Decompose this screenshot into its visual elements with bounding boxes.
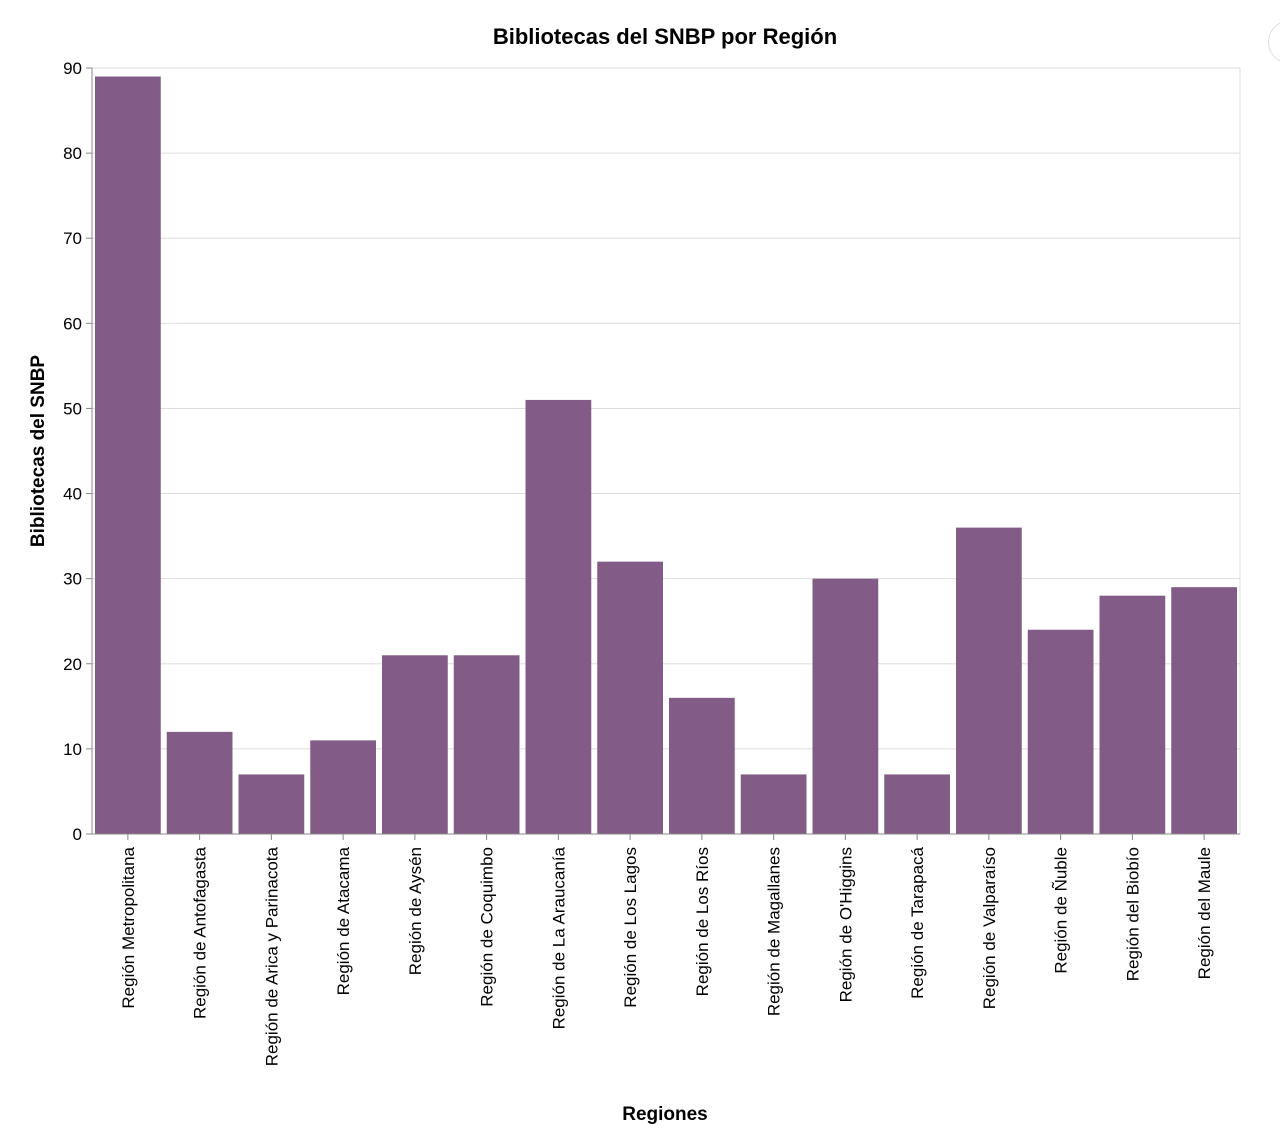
x-tick-label: Región de Valparaíso: [980, 847, 999, 1009]
y-tick-label: 0: [73, 825, 82, 844]
bar: [812, 578, 879, 834]
y-tick-label: 70: [63, 229, 82, 248]
y-tick-label: 20: [63, 655, 82, 674]
bar: [166, 731, 233, 834]
y-tick-label: 10: [63, 740, 82, 759]
bar: [1027, 629, 1094, 834]
chart-title: Bibliotecas del SNBP por Región: [493, 24, 837, 49]
x-tick-label: Región de O'Higgins: [836, 847, 855, 1002]
bar: [1171, 587, 1237, 834]
x-tick-label: Región de Aysén: [406, 847, 425, 975]
x-tick-label: Región del Biobío: [1123, 847, 1142, 981]
bar: [238, 774, 305, 834]
bar: [597, 561, 663, 834]
bar: [95, 76, 161, 834]
bar: [669, 697, 735, 834]
y-tick-label: 60: [63, 314, 82, 333]
x-tick-label: Región de Ñuble: [1052, 847, 1071, 974]
bar: [310, 740, 376, 834]
y-axis: 0 10 20 30 40 50 60 70 80 90: [63, 59, 93, 844]
x-tick-label: Región de Los Ríos: [693, 847, 712, 996]
y-axis-title: Bibliotecas del SNBP: [28, 355, 49, 547]
y-tick-label: 50: [63, 399, 82, 418]
y-tick-label: 80: [63, 144, 82, 163]
x-axis: Región Metropolitana Región de Antofagast…: [92, 833, 1240, 1066]
bar: [740, 774, 807, 834]
x-tick-label: Región de La Araucanía: [549, 846, 568, 1029]
bar: [956, 527, 1022, 834]
y-tick-label: 30: [63, 570, 82, 589]
x-tick-label: Región de Los Lagos: [621, 847, 640, 1008]
x-tick-label: Región del Maule: [1195, 847, 1214, 979]
bar: [382, 655, 448, 834]
x-axis-title: Regiones: [622, 1104, 708, 1125]
bar: [1099, 595, 1166, 834]
x-tick-label: Región de Magallanes: [765, 847, 784, 1016]
y-tick-label: 90: [63, 59, 82, 78]
x-tick-label: Región de Coquimbo: [478, 847, 497, 1007]
y-tick-label: 40: [63, 485, 82, 504]
bar: [525, 399, 592, 834]
x-tick-label: Región de Antofagasta: [191, 846, 210, 1019]
bars: [95, 76, 1237, 834]
x-tick-label: Región Metropolitana: [119, 846, 138, 1008]
bar: [453, 655, 520, 834]
bar: [884, 774, 950, 834]
x-tick-label: Región de Tarapacá: [908, 846, 927, 998]
x-tick-label: Región de Atacama: [334, 846, 353, 995]
x-tick-label: Región de Arica y Parinacota: [262, 846, 281, 1066]
